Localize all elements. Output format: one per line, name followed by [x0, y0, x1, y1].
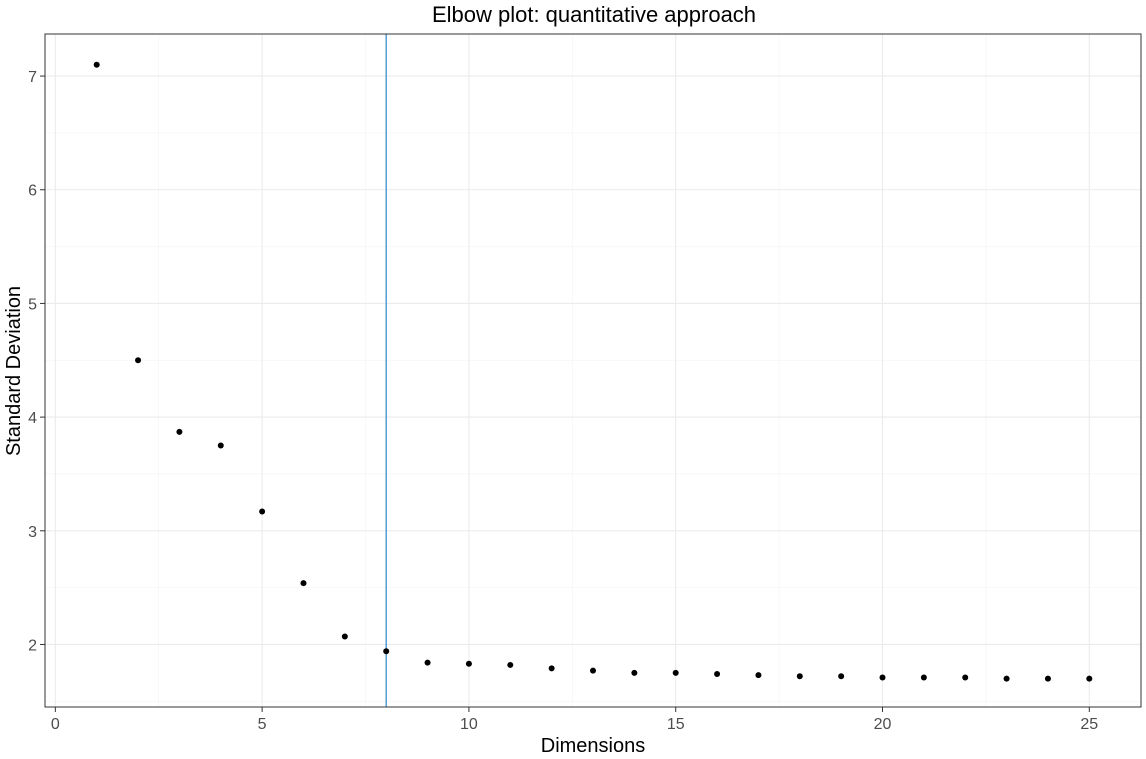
data-point [383, 648, 390, 655]
data-point [962, 674, 969, 681]
y-tick-label: 7 [28, 69, 37, 86]
data-point [920, 674, 927, 681]
data-point [93, 61, 100, 68]
y-tick-label: 5 [28, 296, 37, 313]
data-point [755, 672, 762, 679]
x-tick-label: 15 [667, 716, 685, 733]
data-point [217, 442, 224, 449]
data-point [796, 673, 803, 680]
panel-border [44, 33, 1142, 708]
y-axis-label: Standard Deviation [3, 286, 25, 456]
x-axis-label: Dimensions [541, 735, 645, 757]
data-point [631, 669, 638, 676]
data-point [590, 667, 596, 674]
data-point [300, 580, 307, 587]
data-points [93, 61, 1093, 682]
data-point [1044, 675, 1051, 682]
x-tick-label: 20 [874, 716, 892, 733]
data-point [714, 671, 721, 678]
y-tick-label: 6 [28, 183, 37, 200]
x-tick-label: 10 [460, 716, 478, 733]
data-point [1003, 675, 1010, 682]
y-axis-ticks: 2 3 4 5 6 7 [28, 69, 45, 654]
y-tick-label: 2 [28, 637, 37, 654]
data-point [672, 669, 679, 676]
grid-lines [45, 34, 1141, 707]
data-point [879, 674, 886, 681]
x-tick-label: 5 [258, 716, 267, 733]
data-point [176, 428, 183, 435]
data-point [507, 661, 514, 668]
data-point [465, 660, 472, 667]
data-point [259, 508, 266, 515]
data-point [135, 357, 142, 364]
data-point [424, 659, 431, 666]
y-tick-label: 3 [28, 524, 37, 541]
chart-title: Elbow plot: quantitative approach [432, 2, 756, 27]
data-point [341, 633, 348, 640]
x-tick-label: 0 [51, 716, 60, 733]
data-point [1086, 675, 1093, 682]
data-point [548, 665, 555, 672]
x-axis-ticks: 0 5 10 15 20 25 [51, 707, 1098, 733]
data-point [838, 673, 845, 680]
y-tick-label: 4 [28, 410, 37, 427]
x-tick-label: 25 [1080, 716, 1098, 733]
